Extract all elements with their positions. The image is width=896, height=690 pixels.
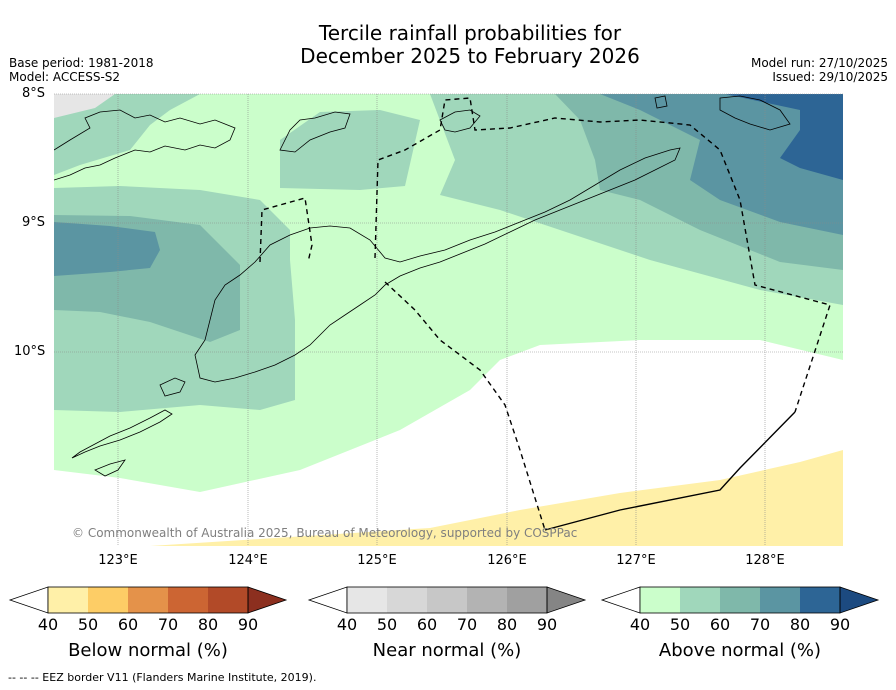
below-normal-tick-60: 60 bbox=[117, 615, 139, 634]
below-normal-tick-50: 50 bbox=[77, 615, 99, 634]
above-normal-50-60-area-west bbox=[54, 94, 200, 175]
below-normal-40-50-area bbox=[150, 450, 843, 546]
above-normal-50-60-area-north bbox=[280, 110, 420, 190]
lon-label-125e: 125°E bbox=[357, 553, 397, 568]
map-title-line1: Tercile rainfall probabilities for bbox=[318, 21, 622, 45]
copyright-notice: © Commonwealth of Australia 2025, Bureau… bbox=[72, 526, 578, 540]
near-normal-colorbar-outline bbox=[346, 586, 548, 614]
lat-label-10s: 10°S bbox=[14, 344, 46, 359]
lat-label-8s: 8°S bbox=[22, 86, 46, 101]
above-normal-tick-80: 80 bbox=[789, 615, 811, 634]
lon-label-123e: 123°E bbox=[98, 553, 138, 568]
eez-border-oecusse bbox=[374, 97, 831, 413]
above-normal-colorbar-title: Above normal (%) bbox=[658, 640, 822, 661]
near-normal-tick-50: 50 bbox=[376, 615, 398, 634]
below-normal-tick-80: 80 bbox=[197, 615, 219, 634]
coastline-flores bbox=[54, 109, 236, 181]
near-normal-tick-40: 40 bbox=[336, 615, 358, 634]
eez-border-south bbox=[384, 281, 546, 531]
coastline-timor bbox=[194, 147, 681, 383]
probability-fill-layer bbox=[54, 94, 843, 546]
above-normal-tick-40: 40 bbox=[629, 615, 651, 634]
near-normal-swatch-60-70 bbox=[427, 587, 467, 613]
above-normal-swatch-40-50 bbox=[640, 587, 680, 613]
near-normal-under-triangle bbox=[307, 586, 348, 614]
near-normal-swatch-80-90 bbox=[507, 587, 547, 613]
above-normal-swatch-70-80 bbox=[760, 587, 800, 613]
gridlines bbox=[54, 93, 843, 546]
below-normal-tick-40: 40 bbox=[37, 615, 59, 634]
coastline-kisar bbox=[654, 95, 668, 109]
near-normal-tick-60: 60 bbox=[416, 615, 438, 634]
lon-label-128e: 128°E bbox=[745, 553, 785, 568]
near-normal-swatch-50-60 bbox=[387, 587, 427, 613]
above-normal-tick-90: 90 bbox=[829, 615, 851, 634]
near-normal-over-triangle bbox=[546, 586, 587, 614]
below-normal-tick-90: 90 bbox=[237, 615, 259, 634]
near-normal-tick-80: 80 bbox=[496, 615, 518, 634]
above-normal-80-90-area bbox=[725, 94, 843, 180]
model-name: Model: ACCESS-S2 bbox=[9, 70, 121, 84]
near-normal-tick-90: 90 bbox=[536, 615, 558, 634]
above-normal-swatch-60-70 bbox=[720, 587, 760, 613]
below-normal-swatch-40-50 bbox=[48, 587, 88, 613]
above-normal-colorbar bbox=[600, 586, 880, 614]
lon-label-126e: 126°E bbox=[487, 553, 527, 568]
near-normal-colorbar-title: Near normal (%) bbox=[372, 640, 522, 661]
below-normal-swatch-70-80 bbox=[168, 587, 208, 613]
coastlines bbox=[54, 95, 791, 477]
below-normal-colorbar bbox=[8, 586, 288, 614]
below-normal-over-triangle bbox=[247, 586, 288, 614]
near-normal-tick-70: 70 bbox=[456, 615, 478, 634]
eez-borders bbox=[259, 97, 831, 531]
lon-label-124e: 124°E bbox=[228, 553, 268, 568]
map-title-line2: December 2025 to February 2026 bbox=[300, 44, 640, 68]
above-normal-over-triangle bbox=[839, 586, 880, 614]
above-normal-swatch-50-60 bbox=[680, 587, 720, 613]
above-normal-tick-70: 70 bbox=[749, 615, 771, 634]
above-normal-70-80-area-west bbox=[54, 222, 160, 276]
above-normal-swatch-80-90 bbox=[800, 587, 840, 613]
near-normal-colorbar bbox=[307, 586, 587, 614]
coastline-rote bbox=[159, 377, 186, 397]
above-normal-tick-50: 50 bbox=[669, 615, 691, 634]
above-normal-tick-60: 60 bbox=[709, 615, 731, 634]
near-normal-swatch-70-80 bbox=[467, 587, 507, 613]
above-normal-under-triangle bbox=[600, 586, 641, 614]
below-normal-colorbar-outline bbox=[47, 586, 249, 614]
lon-label-127e: 127°E bbox=[616, 553, 656, 568]
above-normal-colorbar-outline bbox=[639, 586, 841, 614]
model-run: Model run: 27/10/2025 bbox=[750, 56, 888, 70]
below-normal-under-triangle bbox=[8, 586, 49, 614]
coastline-wetar bbox=[439, 109, 481, 133]
coastline-sawu bbox=[71, 409, 173, 459]
coastline-alor bbox=[279, 111, 351, 153]
eez-border-legend: -- -- -- EEZ border V11 (Flanders Marine… bbox=[8, 671, 317, 684]
below-normal-swatch-60-70 bbox=[128, 587, 168, 613]
coastline-babar bbox=[719, 95, 791, 131]
near-normal-swatch-40-50 bbox=[347, 587, 387, 613]
base-period: Base period: 1981-2018 bbox=[9, 56, 154, 70]
coastline-sumba bbox=[94, 459, 126, 477]
below-normal-colorbar-title: Below normal (%) bbox=[68, 640, 228, 661]
eez-border-solid-segment bbox=[544, 411, 796, 531]
lat-label-9s: 9°S bbox=[22, 215, 46, 230]
above-normal-70-80-area-east bbox=[600, 94, 843, 235]
below-normal-swatch-80-90 bbox=[208, 587, 248, 613]
below-normal-swatch-50-60 bbox=[88, 587, 128, 613]
issued-date: Issued: 29/10/2025 bbox=[772, 70, 888, 84]
near-normal-40-50-area bbox=[54, 94, 115, 118]
below-normal-tick-70: 70 bbox=[157, 615, 179, 634]
